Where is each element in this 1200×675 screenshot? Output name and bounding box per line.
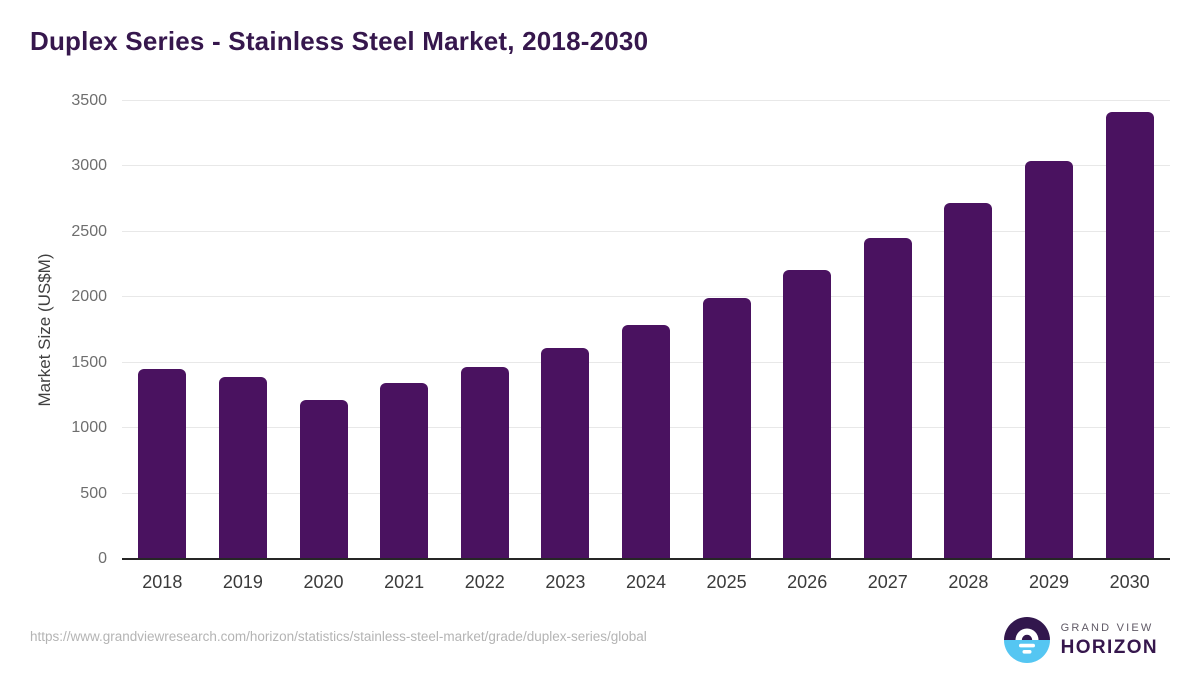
y-tick-label: 500 bbox=[80, 484, 107, 502]
bar-2029 bbox=[1025, 160, 1073, 559]
bar-slot bbox=[283, 101, 364, 559]
bars bbox=[122, 101, 1170, 559]
brand-logo: GRAND VIEW HORIZON bbox=[1003, 617, 1158, 663]
y-tick-label: 3000 bbox=[71, 157, 107, 175]
bar-2023 bbox=[541, 348, 590, 559]
bar-2030 bbox=[1105, 112, 1154, 559]
brand-text: GRAND VIEW HORIZON bbox=[1061, 622, 1158, 659]
y-tick-label: 1500 bbox=[71, 353, 107, 371]
x-tick-label: 2027 bbox=[867, 572, 908, 592]
gridline bbox=[122, 296, 1170, 298]
bar-slot bbox=[444, 101, 525, 559]
brand-name-top: GRAND VIEW bbox=[1060, 621, 1154, 634]
bar-slot bbox=[606, 101, 687, 559]
bar-2027 bbox=[863, 238, 912, 559]
x-tick-label: 2022 bbox=[464, 572, 505, 592]
x-tick-label: 2024 bbox=[625, 572, 666, 592]
x-tick-label: 2025 bbox=[706, 572, 747, 592]
chart-title: Duplex Series - Stainless Steel Market, … bbox=[30, 26, 649, 56]
bar-slot bbox=[767, 101, 848, 559]
x-tick-label: 2026 bbox=[787, 572, 828, 592]
bar-slot bbox=[928, 101, 1009, 559]
bar-2021 bbox=[380, 383, 429, 559]
brand-name-bottom: HORIZON bbox=[1060, 636, 1158, 658]
horizon-logo-icon bbox=[1003, 617, 1050, 663]
bar-slot bbox=[122, 101, 203, 559]
plot-area bbox=[122, 100, 1170, 560]
x-tick-label: 2028 bbox=[948, 572, 989, 592]
x-tick-label: 2019 bbox=[222, 572, 263, 592]
x-tick-label: 2029 bbox=[1028, 572, 1070, 592]
y-tick-label: 1000 bbox=[71, 419, 107, 437]
bar-2020 bbox=[299, 400, 348, 559]
bar-2022 bbox=[460, 367, 509, 559]
bar-2028 bbox=[944, 203, 993, 559]
y-axis-labels: 0 500 1000 1500 2000 2500 3000 3500 bbox=[0, 92, 107, 567]
x-tick-label: 2020 bbox=[303, 572, 344, 592]
bar-2024 bbox=[621, 324, 670, 559]
bar-slot bbox=[1089, 101, 1170, 559]
source-url: https://www.grandviewresearch.com/horizo… bbox=[30, 629, 647, 644]
gridline bbox=[122, 165, 1170, 167]
bar-slot bbox=[364, 101, 445, 559]
x-axis-line bbox=[122, 558, 1170, 560]
x-axis-labels: 2018 2019 2020 2021 2022 2023 2024 2025 2026 2027… bbox=[122, 572, 1170, 593]
bar-2019 bbox=[218, 377, 267, 559]
bar-slot bbox=[525, 101, 606, 559]
x-tick-label: 2021 bbox=[384, 572, 425, 592]
y-tick-label: 2500 bbox=[71, 222, 107, 240]
bar-slot bbox=[847, 101, 928, 559]
y-tick-label: 2000 bbox=[71, 288, 107, 306]
bar-slot bbox=[1009, 101, 1090, 559]
bar-2025 bbox=[702, 297, 751, 559]
y-tick-label: 0 bbox=[98, 550, 107, 567]
y-tick-label: 3500 bbox=[71, 92, 107, 109]
gridline bbox=[122, 230, 1170, 232]
bar-slot bbox=[686, 101, 767, 559]
gridline bbox=[122, 100, 1170, 101]
x-tick-label: 2030 bbox=[1109, 572, 1150, 592]
bar-slot bbox=[203, 101, 284, 559]
bar-2026 bbox=[783, 269, 832, 559]
x-tick-label: 2023 bbox=[545, 572, 586, 592]
bar-2018 bbox=[138, 368, 187, 559]
x-tick-label: 2018 bbox=[142, 572, 183, 592]
